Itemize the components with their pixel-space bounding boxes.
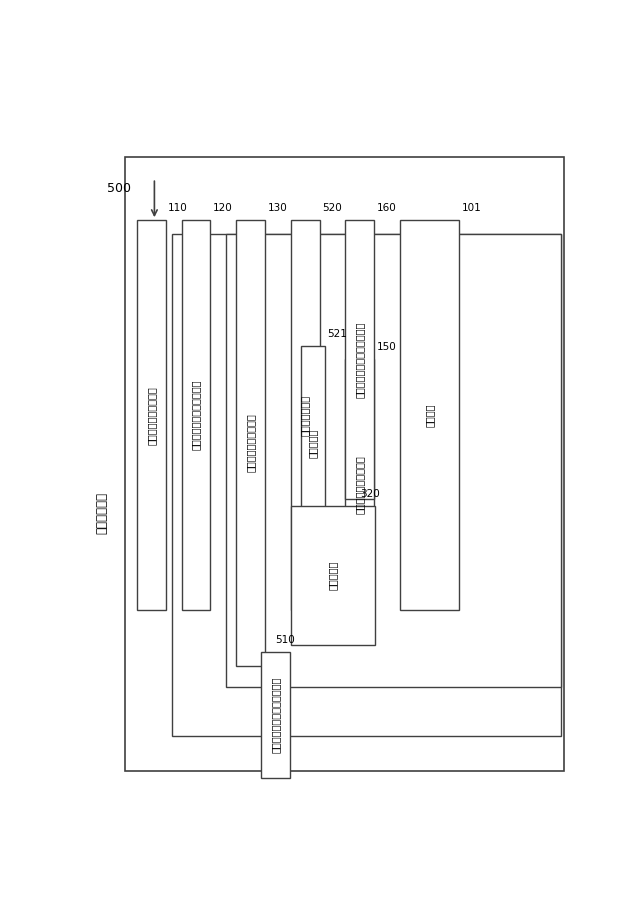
Bar	[291, 506, 375, 645]
Text: 第二コンテンツリスト表示部: 第二コンテンツリスト表示部	[271, 677, 280, 753]
Text: 120: 120	[213, 203, 233, 213]
Text: 130: 130	[268, 203, 287, 213]
Text: フォーカス位置取得部: フォーカス位置取得部	[246, 414, 255, 472]
Text: 521: 521	[327, 329, 347, 338]
Text: 160: 160	[376, 203, 396, 213]
Text: 110: 110	[168, 203, 188, 213]
Text: 張力算出部: 張力算出部	[308, 428, 317, 458]
Text: 520: 520	[322, 203, 342, 213]
Bar	[182, 220, 211, 610]
Text: 510: 510	[275, 635, 294, 645]
Text: 101: 101	[462, 203, 482, 213]
Text: 150: 150	[376, 342, 396, 353]
Text: 500: 500	[108, 182, 131, 195]
Text: 基点コンテンツ位置取得部: 基点コンテンツ位置取得部	[191, 380, 201, 451]
Bar	[291, 220, 319, 610]
Text: 位置相対算出部: 位置相対算出部	[300, 395, 310, 436]
Bar	[137, 220, 166, 610]
Text: 320: 320	[360, 489, 380, 499]
Text: 表示画面: 表示画面	[425, 404, 435, 427]
Bar	[346, 359, 374, 610]
Bar	[172, 234, 561, 736]
Bar	[346, 220, 374, 499]
Bar	[261, 653, 290, 777]
Text: 第一コンテンツリスト表示部: 第一コンテンツリスト表示部	[355, 321, 365, 397]
Text: 表示制御装置: 表示制御装置	[96, 491, 109, 534]
Bar	[301, 346, 324, 540]
Bar	[227, 234, 561, 687]
Bar	[125, 157, 564, 771]
Text: 張力表示部: 張力表示部	[328, 561, 338, 590]
Text: 第一スクロール処理部: 第一スクロール処理部	[355, 455, 365, 514]
Bar	[400, 220, 460, 610]
Bar	[236, 220, 265, 666]
Text: 基点コンテンツ選択部: 基点コンテンツ選択部	[147, 386, 156, 444]
